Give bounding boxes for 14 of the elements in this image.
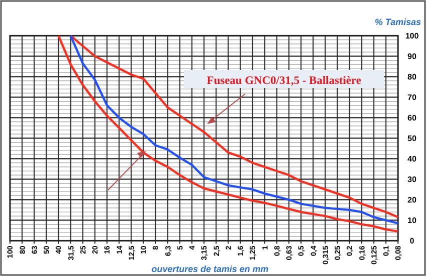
y-tick-label: 90 xyxy=(408,52,417,61)
y-tick-label: 100 xyxy=(405,32,420,40)
y-tick-label: 40 xyxy=(408,154,417,164)
y-tick-label: 0 xyxy=(410,236,415,246)
x-axis-title: ouvertures de tamis en mm xyxy=(151,264,269,274)
y-tick-label: 10 xyxy=(408,216,417,225)
y-tick-label: 20 xyxy=(408,196,417,204)
y-tick-label: 30 xyxy=(408,175,417,184)
y-axis-title: % Tamisas xyxy=(374,17,421,27)
y-tick-label: 80 xyxy=(408,72,417,82)
y-tick-label: 60 xyxy=(408,114,417,122)
y-tick-label: 70 xyxy=(408,93,417,102)
y-tick-label: 50 xyxy=(408,134,417,143)
annotation: Fuseau GNC0/31,5 - Ballastière xyxy=(206,75,362,87)
